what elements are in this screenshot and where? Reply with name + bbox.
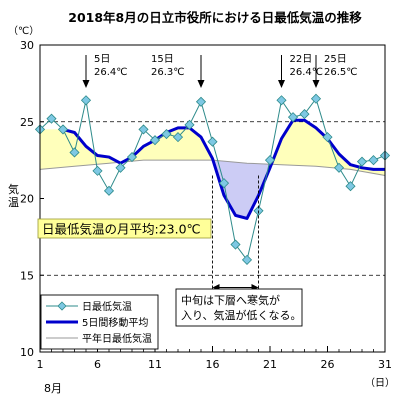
legend-item-daily-min: 日最低気温 bbox=[82, 300, 132, 313]
annotation-temp-5: 26.4℃ bbox=[94, 67, 128, 78]
daily-min-point-2 bbox=[46, 113, 57, 124]
annotation-arrow-icon-15 bbox=[197, 80, 205, 88]
daily-min-point-21 bbox=[264, 155, 276, 166]
y-tick-label-20: 20 bbox=[20, 193, 34, 206]
daily-min-point-19 bbox=[241, 254, 253, 265]
daily-min-point-14 bbox=[184, 119, 195, 130]
daily-min-point-11 bbox=[149, 135, 161, 146]
daily-min-point-5 bbox=[80, 95, 92, 106]
annotation-arrow-icon-25 bbox=[312, 80, 320, 88]
annotation-day-25: 25日 bbox=[324, 54, 347, 65]
legend-item-moving-avg: 5日間移動平均 bbox=[82, 316, 148, 329]
x-tick-label-6: 6 bbox=[94, 358, 101, 371]
y-axis-label: 気温 bbox=[8, 182, 19, 209]
daily-min-point-9 bbox=[126, 151, 138, 163]
annotation-temp-25: 26.5℃ bbox=[324, 67, 358, 78]
cold-period-note-box: 中旬は下層へ寒気が 入り、気温が低くなる。 bbox=[175, 288, 303, 327]
x-tick-label-11: 11 bbox=[148, 358, 162, 371]
x-unit-label: （日） bbox=[365, 377, 395, 389]
daily-min-point-17 bbox=[218, 178, 230, 189]
legend-item-normal: 平年日最低気温 bbox=[82, 332, 152, 345]
daily-min-point-23 bbox=[287, 112, 299, 123]
daily-min-point-18 bbox=[230, 239, 241, 250]
cold-period-note-line-1: 中旬は下層へ寒気が bbox=[181, 293, 280, 307]
daily-min-point-8 bbox=[115, 162, 126, 173]
daily-min-point-6 bbox=[92, 165, 103, 176]
x-tick-label-31: 31 bbox=[378, 358, 392, 371]
daily-min-point-4 bbox=[69, 147, 80, 158]
cold-period-note-line-2: 入り、気温が低くなる。 bbox=[181, 308, 302, 322]
daily-min-point-22 bbox=[276, 95, 287, 106]
daily-min-point-26 bbox=[322, 132, 333, 143]
annotation-temp-22: 26.4℃ bbox=[290, 67, 324, 78]
monthly-mean-label: 日最低気温の月平均:23.0℃ bbox=[42, 222, 201, 237]
daily-min-point-24 bbox=[299, 109, 310, 120]
y-tick-label-15: 15 bbox=[20, 269, 34, 282]
y-tick-label-25: 25 bbox=[20, 116, 34, 129]
daily-min-point-27 bbox=[333, 162, 345, 173]
annotation-arrow-icon-5 bbox=[82, 80, 90, 88]
warm-anomaly-fill bbox=[271, 120, 385, 176]
x-tick-label-21: 21 bbox=[263, 358, 277, 371]
x-tick-label-16: 16 bbox=[206, 358, 220, 371]
daily-min-point-25 bbox=[310, 93, 322, 104]
x-tick-label-26: 26 bbox=[321, 358, 335, 371]
legend: 日最低気温 5日間移動平均 平年日最低気温 bbox=[40, 294, 159, 350]
series-layer bbox=[34, 93, 391, 265]
chart-title: 2018年8月の日立市役所における日最低気温の推移 bbox=[68, 10, 362, 25]
y-axis-label-char: 気 bbox=[8, 182, 19, 196]
cold-anomaly-fill bbox=[212, 160, 272, 219]
grid-lines bbox=[40, 121, 385, 276]
month-label: 8月 bbox=[44, 382, 62, 395]
x-tick-label-1: 1 bbox=[37, 358, 44, 371]
annotation-arrow-icon-22 bbox=[278, 80, 285, 88]
annotation-day-5: 5日 bbox=[94, 54, 110, 65]
y-unit-label: （℃） bbox=[8, 25, 39, 37]
daily-min-point-29 bbox=[356, 156, 368, 167]
moving-average-line bbox=[62, 118, 385, 220]
daily-min-point-15 bbox=[195, 96, 207, 107]
daily-min-point-16 bbox=[207, 136, 218, 147]
legend-marker-icon bbox=[57, 301, 67, 311]
anomaly-fills bbox=[40, 120, 385, 219]
warm-anomaly-fill bbox=[40, 129, 119, 170]
daily-min-point-28 bbox=[345, 181, 356, 192]
daily-min-point-13 bbox=[172, 132, 184, 143]
daily-min-point-10 bbox=[138, 124, 149, 135]
daily-min-point-12 bbox=[161, 128, 172, 140]
warm-anomaly-fill bbox=[122, 127, 213, 162]
y-tick-label-30: 30 bbox=[20, 39, 34, 52]
y-axis-label-char: 温 bbox=[8, 196, 19, 209]
y-tick-label-10: 10 bbox=[20, 346, 34, 359]
daily-min-point-3 bbox=[57, 124, 69, 135]
monthly-mean-box: 日最低気温の月平均:23.0℃ bbox=[37, 218, 212, 239]
annotation-day-15: 15日 bbox=[151, 54, 174, 65]
daily-min-point-30 bbox=[368, 155, 379, 166]
daily-min-point-7 bbox=[103, 185, 115, 196]
annotation-day-22: 22日 bbox=[290, 54, 313, 65]
annotation-temp-15: 26.3℃ bbox=[151, 67, 185, 78]
